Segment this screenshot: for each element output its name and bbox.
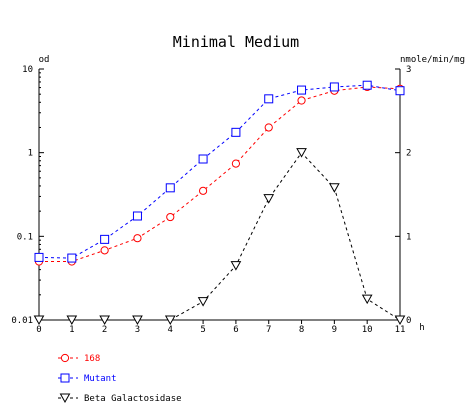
data-point xyxy=(100,234,110,244)
x-tick-label: 8 xyxy=(299,325,304,335)
data-point xyxy=(166,212,175,222)
x-tick-label: 2 xyxy=(102,325,107,335)
data-point xyxy=(329,82,339,92)
legend-marker xyxy=(60,353,70,363)
series-line xyxy=(38,84,401,259)
x-tick-label: 9 xyxy=(332,325,337,335)
data-point xyxy=(231,159,241,168)
data-point xyxy=(361,294,373,305)
data-point xyxy=(394,315,406,326)
legend-item: 168 xyxy=(58,353,100,364)
data-point xyxy=(395,86,405,96)
data-point xyxy=(164,315,176,326)
series-line xyxy=(39,86,401,262)
y-right-tick-label: 1 xyxy=(406,232,411,242)
data-point xyxy=(198,154,208,164)
data-point xyxy=(264,94,274,104)
data-point xyxy=(133,234,142,243)
data-point xyxy=(230,261,242,271)
series-0 xyxy=(34,82,405,266)
series-line xyxy=(39,151,401,321)
x-tick-label: 1 xyxy=(69,325,74,335)
x-tick-label: 6 xyxy=(233,325,238,335)
y-right-tick-label: 0 xyxy=(406,316,411,326)
x-tick-label: 0 xyxy=(36,325,41,335)
x-tick-label: 3 xyxy=(135,325,140,335)
y-left-tick-label: 0.1 xyxy=(17,232,33,242)
axis-ticks: 0 1 2 3 4 5 6 7 8 9 10 11 0.01 0.1 1 10 0 1 2 3 xyxy=(11,65,411,335)
x-tick-label: 4 xyxy=(168,325,173,335)
y-left-tick-label: 10 xyxy=(22,65,33,75)
legend-marker xyxy=(59,393,71,404)
y-left-tick-label: 1 xyxy=(28,149,33,159)
x-tick-label: 7 xyxy=(266,325,271,335)
legend-label: 168 xyxy=(84,354,100,364)
x-tick-label: 5 xyxy=(200,325,205,335)
data-point xyxy=(297,85,307,95)
data-point xyxy=(67,253,77,263)
data-point xyxy=(99,315,110,326)
y-right-tick-label: 2 xyxy=(406,149,411,159)
y-right-axis-label: nmole/min/mg xyxy=(400,55,465,65)
legend-item: Beta Galactosidase xyxy=(58,393,182,404)
data-point xyxy=(132,315,143,326)
x-axis-label: h xyxy=(419,323,424,333)
data-point xyxy=(132,211,142,221)
data-point xyxy=(231,127,241,137)
data-point xyxy=(34,252,44,262)
series-2 xyxy=(33,148,406,326)
data-point xyxy=(100,246,109,255)
data-point xyxy=(362,80,372,90)
legend-label: Beta Galactosidase xyxy=(84,394,182,404)
legend-item: Mutant xyxy=(58,373,117,384)
legend-marker xyxy=(60,373,70,383)
series-layer xyxy=(33,80,406,326)
chart-title: Minimal Medium xyxy=(173,33,299,51)
data-point xyxy=(197,297,209,307)
data-point xyxy=(296,148,307,158)
y-right-tick-label: 3 xyxy=(406,65,411,75)
data-point xyxy=(33,315,45,326)
data-point xyxy=(198,186,208,195)
y-left-tick-label: 0.01 xyxy=(11,316,33,326)
data-point xyxy=(329,183,340,193)
legend: 168 Mutant Beta Galactosidase xyxy=(58,353,182,404)
data-point xyxy=(264,123,273,132)
x-tick-label: 11 xyxy=(395,325,406,335)
data-point xyxy=(297,96,306,105)
data-point xyxy=(165,183,175,193)
series-1 xyxy=(34,80,405,263)
legend-label: Mutant xyxy=(84,374,117,384)
data-point xyxy=(263,194,275,204)
y-left-axis-label: od xyxy=(39,55,50,65)
data-point xyxy=(66,315,78,326)
x-tick-label: 10 xyxy=(362,325,373,335)
